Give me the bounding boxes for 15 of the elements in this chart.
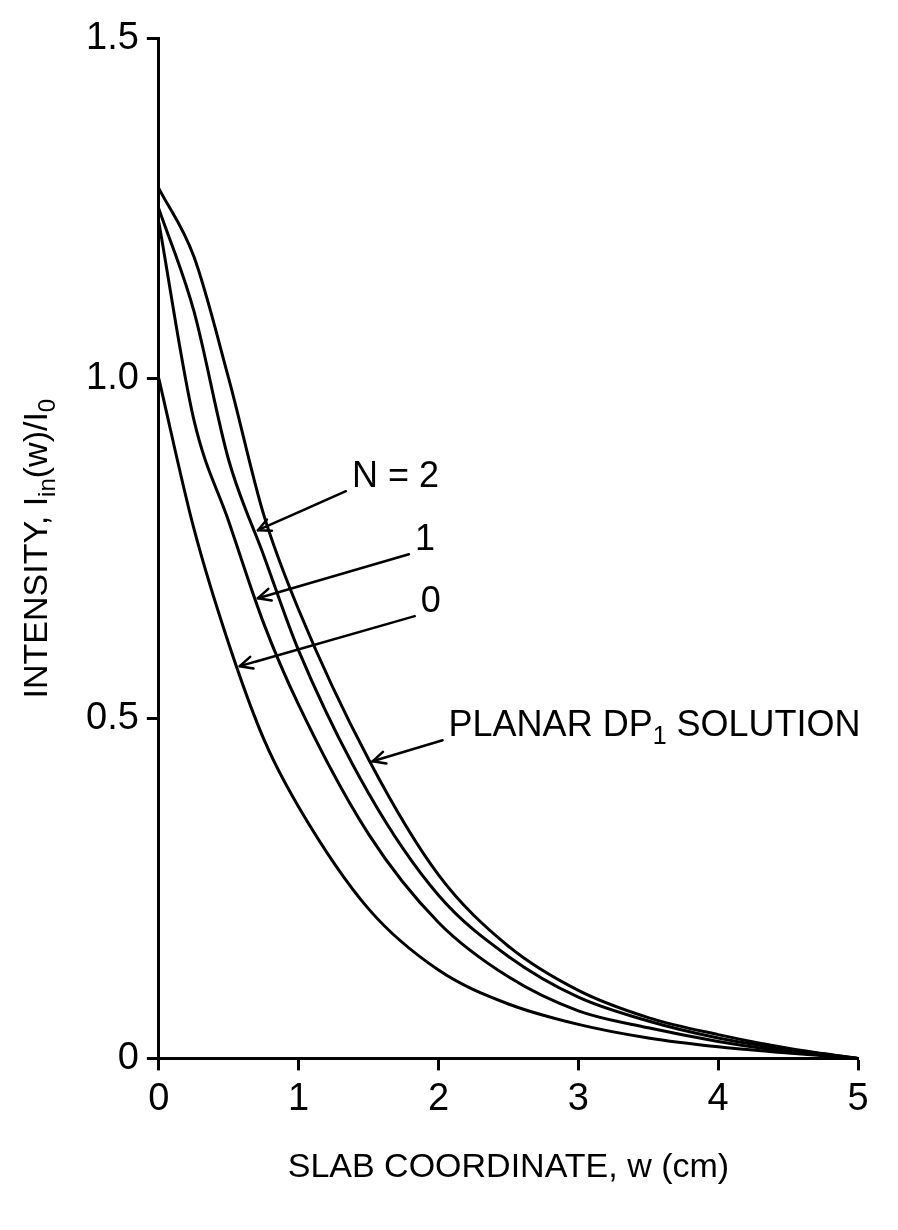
- x-tick-label: 4: [707, 1075, 729, 1118]
- y-tick-label: 0.5: [86, 695, 139, 738]
- annotation: 0: [420, 579, 441, 621]
- y-tick-label: 1.0: [86, 355, 139, 398]
- x-tick-label: 3: [567, 1075, 589, 1118]
- annotation: N = 2: [351, 454, 439, 496]
- annotation: 1: [414, 517, 435, 559]
- x-tick-label: 1: [288, 1075, 310, 1118]
- y-tick-label: 1.5: [86, 15, 139, 58]
- x-tick-label: 0: [148, 1075, 170, 1118]
- y-axis-title: INTENSITY, Iin(w)/I0: [16, 398, 60, 699]
- x-axis-title: SLAB COORDINATE, w (cm): [287, 1146, 730, 1185]
- x-tick-label: 5: [847, 1075, 869, 1118]
- x-tick-label: 2: [427, 1075, 450, 1118]
- y-tick-label: 0: [117, 1034, 139, 1077]
